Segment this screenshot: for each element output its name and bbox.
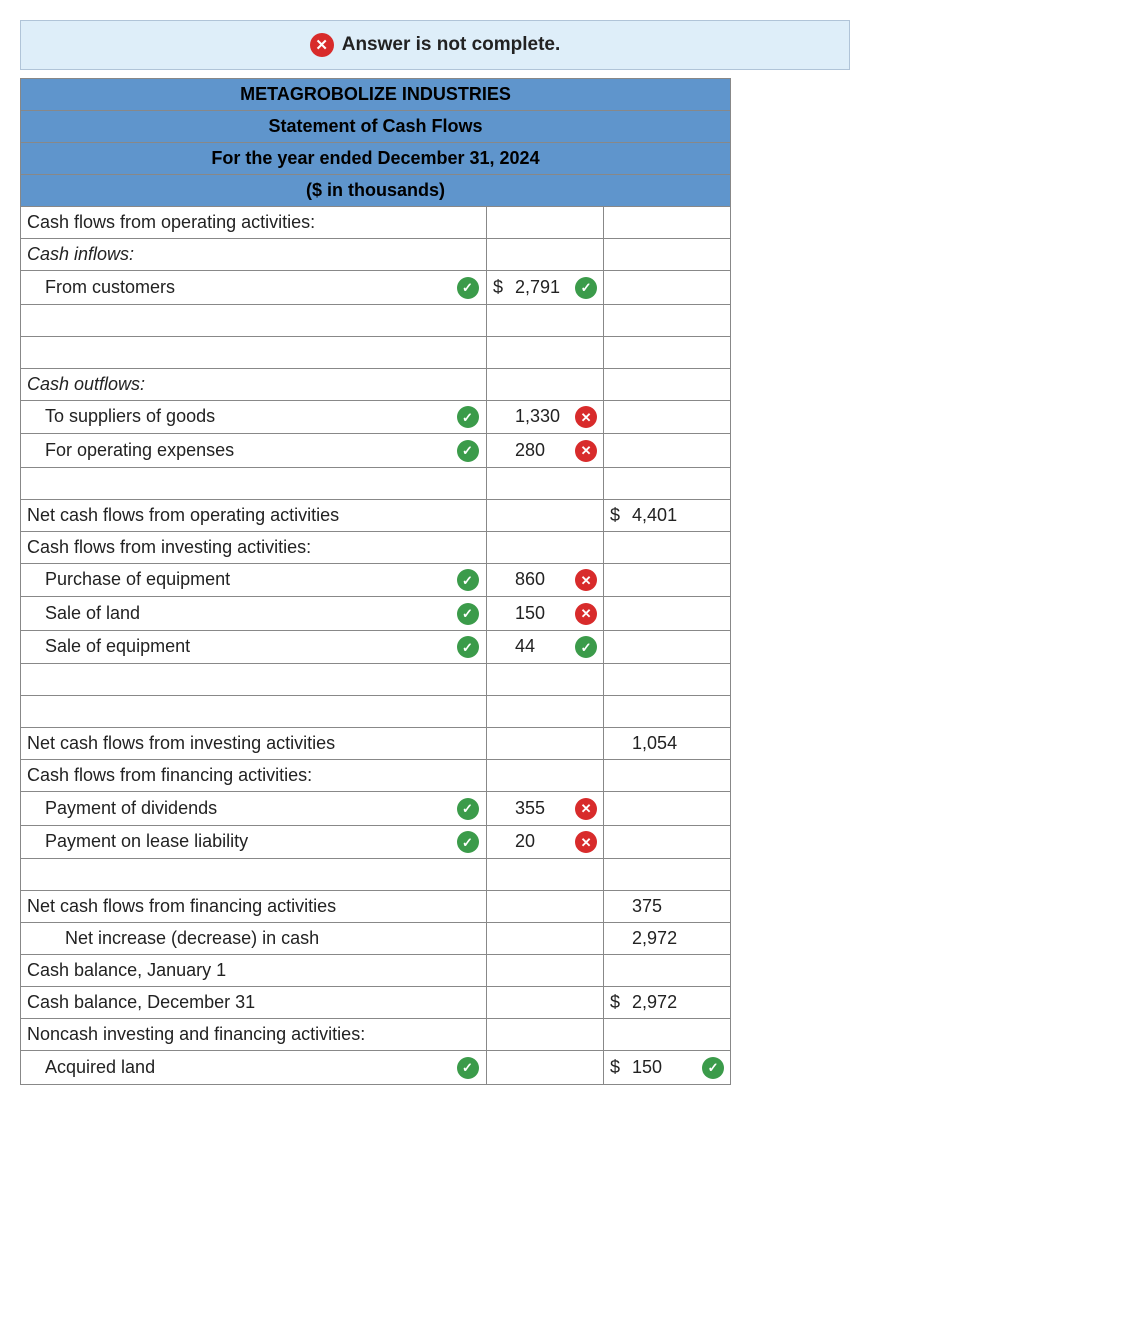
val-for-opex: 280 xyxy=(509,434,569,468)
val-pay-lease: 20 xyxy=(509,825,569,859)
check-icon: ✓ xyxy=(457,603,479,625)
label-op-header: Cash flows from operating activities: xyxy=(21,207,451,239)
dollar-sign: $ xyxy=(604,1051,627,1085)
label-end-bal: Cash balance, December 31 xyxy=(21,987,451,1019)
alert-text: Answer is not complete. xyxy=(342,34,561,56)
table-row: Net cash flows from operating activities… xyxy=(21,499,731,531)
label-noncash: Noncash investing and financing activiti… xyxy=(21,1019,451,1051)
label-beg-bal: Cash balance, January 1 xyxy=(21,955,451,987)
val-end-bal: 2,972 xyxy=(626,987,696,1019)
val-sale-land: 150 xyxy=(509,597,569,631)
alert-cross-icon: ✕ xyxy=(310,33,334,57)
table-row: Net cash flows from investing activities… xyxy=(21,728,731,760)
table-row: Cash flows from financing activities: xyxy=(21,760,731,792)
table-row xyxy=(21,664,731,696)
check-icon: ✓ xyxy=(457,406,479,428)
check-icon: ✓ xyxy=(702,1057,724,1079)
label-net-fin: Net cash flows from financing activities xyxy=(21,891,451,923)
label-from-customers: From customers xyxy=(21,271,451,305)
table-row: Sale of equipment ✓ 44 ✓ xyxy=(21,630,731,664)
val-from-customers: 2,791 xyxy=(509,271,569,305)
table-row: Net increase (decrease) in cash 2,972 xyxy=(21,923,731,955)
cross-icon: ✕ xyxy=(575,406,597,428)
table-row: Acquired land ✓ $ 150 ✓ xyxy=(21,1051,731,1085)
label-inv-header: Cash flows from investing activities: xyxy=(21,531,451,563)
table-row: Cash flows from investing activities: xyxy=(21,531,731,563)
cash-flow-table: METAGROBOLIZE INDUSTRIES Statement of Ca… xyxy=(20,78,731,1085)
table-row: Noncash investing and financing activiti… xyxy=(21,1019,731,1051)
table-row: Purchase of equipment ✓ 860 ✕ xyxy=(21,563,731,597)
val-to-suppliers: 1,330 xyxy=(509,400,569,434)
label-for-opex: For operating expenses xyxy=(21,434,451,468)
check-icon: ✓ xyxy=(457,831,479,853)
table-row: Net cash flows from financing activities… xyxy=(21,891,731,923)
label-sale-land: Sale of land xyxy=(21,597,451,631)
label-acq-land: Acquired land xyxy=(21,1051,451,1085)
check-icon: ✓ xyxy=(457,1057,479,1079)
table-row xyxy=(21,336,731,368)
dollar-sign: $ xyxy=(604,499,627,531)
val-pay-div: 355 xyxy=(509,792,569,826)
table-row: To suppliers of goods ✓ 1,330 ✕ xyxy=(21,400,731,434)
table-row xyxy=(21,304,731,336)
label-pay-div: Payment of dividends xyxy=(21,792,451,826)
label-outflows: Cash outflows: xyxy=(21,368,451,400)
label-sale-equip: Sale of equipment xyxy=(21,630,451,664)
label-fin-header: Cash flows from financing activities: xyxy=(21,760,451,792)
table-row: From customers ✓ $ 2,791 ✓ xyxy=(21,271,731,305)
alert-banner: ✕ Answer is not complete. xyxy=(20,20,850,70)
table-row xyxy=(21,467,731,499)
hdr-title: Statement of Cash Flows xyxy=(21,111,731,143)
label-pay-lease: Payment on lease liability xyxy=(21,825,451,859)
table-row xyxy=(21,859,731,891)
table-row: Payment of dividends ✓ 355 ✕ xyxy=(21,792,731,826)
table-row: Cash flows from operating activities: xyxy=(21,207,731,239)
check-icon: ✓ xyxy=(457,277,479,299)
table-row: For operating expenses ✓ 280 ✕ xyxy=(21,434,731,468)
label-to-suppliers: To suppliers of goods xyxy=(21,400,451,434)
val-net-inv: 1,054 xyxy=(626,728,696,760)
val-net-change: 2,972 xyxy=(626,923,696,955)
check-icon: ✓ xyxy=(575,277,597,299)
table-row: Payment on lease liability ✓ 20 ✕ xyxy=(21,825,731,859)
hdr-period: For the year ended December 31, 2024 xyxy=(21,143,731,175)
val-sale-equip: 44 xyxy=(509,630,569,664)
val-net-fin: 375 xyxy=(626,891,696,923)
label-inflows: Cash inflows: xyxy=(21,239,451,271)
table-row: Sale of land ✓ 150 ✕ xyxy=(21,597,731,631)
check-icon: ✓ xyxy=(457,569,479,591)
cross-icon: ✕ xyxy=(575,798,597,820)
table-row: Cash balance, December 31 $ 2,972 xyxy=(21,987,731,1019)
val-net-op: 4,401 xyxy=(626,499,696,531)
cross-icon: ✕ xyxy=(575,569,597,591)
hdr-units: ($ in thousands) xyxy=(21,175,731,207)
cross-icon: ✕ xyxy=(575,603,597,625)
table-row xyxy=(21,696,731,728)
table-row: Cash outflows: xyxy=(21,368,731,400)
check-icon: ✓ xyxy=(457,798,479,820)
dollar-sign: $ xyxy=(604,987,627,1019)
check-icon: ✓ xyxy=(575,636,597,658)
label-net-change: Net increase (decrease) in cash xyxy=(21,923,451,955)
val-acq-land: 150 xyxy=(626,1051,696,1085)
check-icon: ✓ xyxy=(457,636,479,658)
label-net-inv: Net cash flows from investing activities xyxy=(21,728,451,760)
cross-icon: ✕ xyxy=(575,440,597,462)
dollar-sign: $ xyxy=(487,271,510,305)
check-icon: ✓ xyxy=(457,440,479,462)
label-purchase-equip: Purchase of equipment xyxy=(21,563,451,597)
table-row: Cash balance, January 1 xyxy=(21,955,731,987)
cross-icon: ✕ xyxy=(575,831,597,853)
table-row: Cash inflows: xyxy=(21,239,731,271)
label-net-op: Net cash flows from operating activities xyxy=(21,499,451,531)
val-purchase-equip: 860 xyxy=(509,563,569,597)
hdr-company: METAGROBOLIZE INDUSTRIES xyxy=(21,79,731,111)
